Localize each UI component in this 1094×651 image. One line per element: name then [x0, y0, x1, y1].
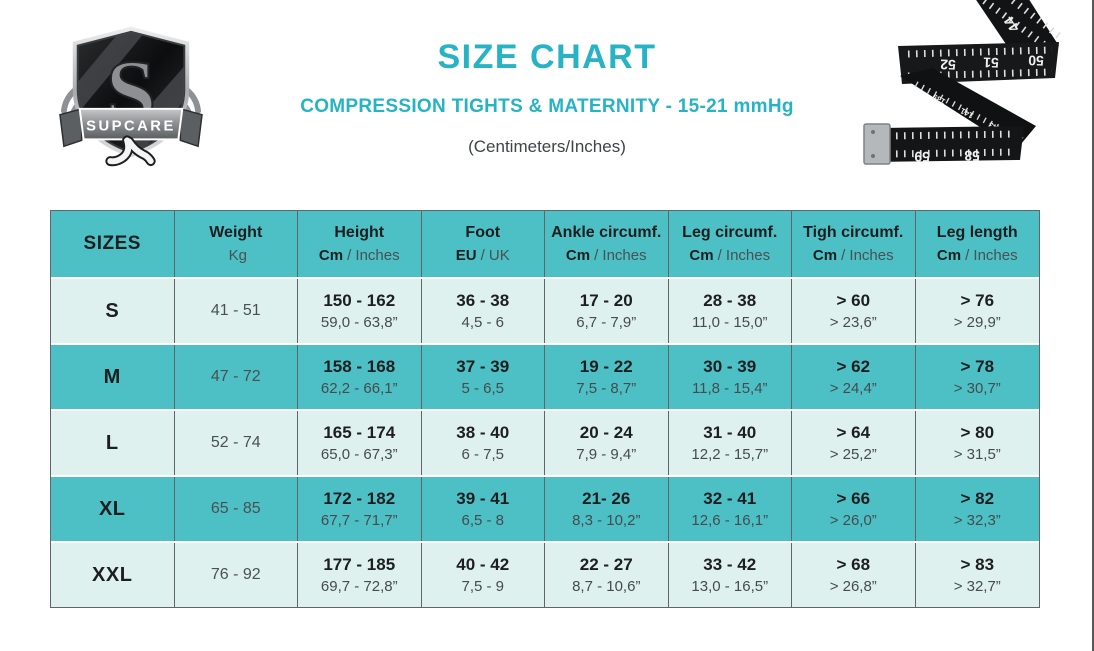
ankle-circumf-value: 20 - 24 7,9 - 9,4” [545, 411, 669, 475]
weight-value: 41 - 51 [175, 279, 298, 343]
column-header-leg-circumf: Leg circumf. Cm / Inches [669, 211, 792, 277]
height-value: 177 - 185 69,7 - 72,8” [298, 543, 422, 607]
svg-text:59: 59 [914, 149, 930, 165]
column-units: EU / UK [455, 246, 510, 264]
column-label: Leg length [936, 224, 1018, 242]
leg-circumf-value: 33 - 42 13,0 - 16,5” [669, 543, 792, 607]
column-units: Cm / Inches [812, 246, 894, 264]
foot-value: 36 - 38 4,5 - 6 [422, 279, 545, 343]
supcare-shield-icon: S SUPCARE [59, 26, 203, 167]
sock-icon [105, 135, 156, 167]
column-label: Ankle circumf. [551, 224, 662, 242]
table-header-row: SIZES Weight Kg Height Cm / Inches Foot E… [51, 211, 1039, 279]
leg-circumf-value: 28 - 38 11,0 - 15,0” [669, 279, 792, 343]
weight-value: 76 - 92 [175, 543, 298, 607]
leg-length-value: > 82 > 32,3” [953, 488, 1001, 530]
svg-text:58: 58 [964, 148, 980, 164]
column-header-leg-length: Leg length Cm / Inches [916, 211, 1040, 277]
measuring-tape-icon: 44 52 51 50 139 141 143 59 58 [863, 0, 1062, 165]
height-value: 172 - 182 67,7 - 71,7” [298, 477, 422, 541]
column-label: SIZES [83, 233, 141, 255]
tigh-circumf-value: > 60 > 23,6” [792, 279, 916, 343]
units-note: (Centimeters/Inches) [468, 137, 626, 156]
ankle-circumf-value: 22 - 27 8,7 - 10,6” [545, 543, 669, 607]
column-units: Cm / Inches [565, 246, 647, 264]
weight-value: 65 - 85 [175, 477, 298, 541]
foot-value: 38 - 40 6 - 7,5 [422, 411, 545, 475]
column-units: Cm / Inches [936, 246, 1018, 264]
height-value: 165 - 174 65,0 - 67,3” [298, 411, 422, 475]
tigh-circumf-value: > 64 > 25,2” [792, 411, 916, 475]
leg-circumf-value: 32 - 41 12,6 - 16,1” [669, 477, 792, 541]
column-units: Cm / Inches [689, 246, 771, 264]
right-edge-line [1092, 0, 1094, 651]
size-label: L [51, 411, 175, 475]
foot-value: 40 - 42 7,5 - 9 [422, 543, 545, 607]
leg-circumf-value: 30 - 39 11,8 - 15,4” [669, 345, 792, 409]
column-header-ankle-circumf: Ankle circumf. Cm / Inches [545, 211, 669, 277]
column-label: Leg circumf. [682, 224, 778, 242]
page-title: SIZE CHART [437, 38, 657, 76]
page-subtitle: COMPRESSION TIGHTS & MATERNITY - 15-21 m… [300, 96, 794, 117]
supcare-logo: S SUPCARE [52, 20, 210, 168]
weight-value: 47 - 72 [175, 345, 298, 409]
tape-metal-tip [863, 123, 891, 165]
leg-length-value: > 83 > 32,7” [953, 554, 1001, 596]
table-row-xxl: XXL 76 - 92 177 - 185 69,7 - 72,8” 40 - 4… [51, 543, 1039, 607]
column-label: Weight [209, 224, 263, 242]
height-value: 158 - 168 62,2 - 66,1” [298, 345, 422, 409]
tigh-circumf-value: > 68 > 26,8” [792, 543, 916, 607]
height-value: 150 - 162 59,0 - 63,8” [298, 279, 422, 343]
foot-value: 37 - 39 5 - 6,5 [422, 345, 545, 409]
leg-circumf-value: 31 - 40 12,2 - 15,7” [669, 411, 792, 475]
column-label: Tigh circumf. [803, 224, 904, 242]
size-label: XL [51, 477, 175, 541]
column-label: Foot [465, 224, 501, 242]
ankle-circumf-value: 17 - 20 6,7 - 7,9” [545, 279, 669, 343]
svg-text:50: 50 [1028, 52, 1044, 69]
svg-text:52: 52 [940, 56, 956, 73]
column-units: Cm / Inches [318, 246, 400, 264]
leg-length-value: > 76 > 29,9” [953, 290, 1001, 332]
column-header-tigh-circumf: Tigh circumf. Cm / Inches [792, 211, 916, 277]
ankle-circumf-value: 19 - 22 7,5 - 8,7” [545, 345, 669, 409]
leg-length-value: > 80 > 31,5” [953, 422, 1001, 464]
weight-value: 52 - 74 [175, 411, 298, 475]
size-label: XXL [51, 543, 175, 607]
table-row-s: S 41 - 51 150 - 162 59,0 - 63,8” 36 - 38 4… [51, 279, 1039, 345]
tigh-circumf-value: > 62 > 24,4” [792, 345, 916, 409]
size-label: M [51, 345, 175, 409]
table-row-xl: XL 65 - 85 172 - 182 67,7 - 71,7” 39 - 41… [51, 477, 1039, 543]
ankle-circumf-value: 21- 26 8,3 - 10,2” [545, 477, 669, 541]
column-header-weight: Weight Kg [175, 211, 298, 277]
column-label: Height [334, 224, 385, 242]
tigh-circumf-value: > 66 > 26,0” [792, 477, 916, 541]
leg-length-value: > 78 > 30,7” [953, 356, 1001, 398]
logo-brand-text: SUPCARE [86, 119, 176, 135]
measuring-tape-image: 44 52 51 50 139 141 143 59 58 [860, 0, 1078, 190]
column-units: Kg [228, 246, 247, 264]
table-row-m: M 47 - 72 158 - 168 62,2 - 66,1” 37 - 39 5… [51, 345, 1039, 411]
size-label: S [51, 279, 175, 343]
column-header-sizes: SIZES [51, 211, 175, 277]
table-row-l: L 52 - 74 165 - 174 65,0 - 67,3” 38 - 40 6… [51, 411, 1039, 477]
svg-text:51: 51 [983, 54, 999, 71]
foot-value: 39 - 41 6,5 - 8 [422, 477, 545, 541]
size-table: SIZES Weight Kg Height Cm / Inches Foot E… [50, 210, 1040, 608]
column-header-height: Height Cm / Inches [298, 211, 422, 277]
column-header-foot: Foot EU / UK [422, 211, 545, 277]
